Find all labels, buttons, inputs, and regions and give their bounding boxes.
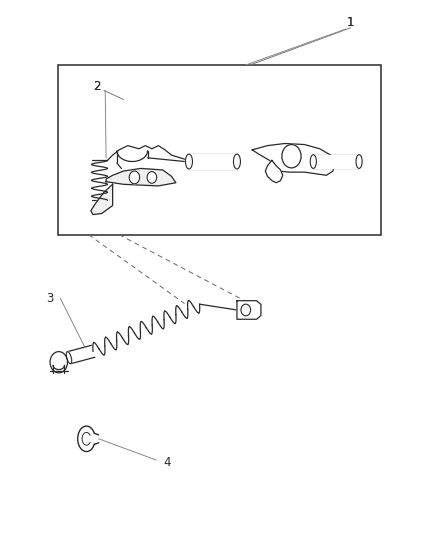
Polygon shape [91, 184, 113, 215]
Polygon shape [313, 155, 358, 168]
Ellipse shape [355, 155, 361, 168]
Ellipse shape [310, 155, 316, 168]
Text: 3: 3 [46, 292, 53, 305]
Text: 4: 4 [163, 456, 170, 469]
Text: 2: 2 [93, 80, 101, 93]
Circle shape [240, 304, 250, 316]
Circle shape [281, 144, 300, 168]
Polygon shape [106, 168, 176, 186]
Polygon shape [67, 345, 95, 364]
Polygon shape [237, 301, 260, 319]
Text: 1: 1 [346, 16, 353, 29]
Polygon shape [265, 160, 282, 183]
Polygon shape [252, 143, 334, 175]
Circle shape [147, 172, 156, 183]
Text: 1: 1 [346, 16, 353, 29]
Ellipse shape [66, 352, 71, 364]
Ellipse shape [185, 154, 192, 169]
Ellipse shape [233, 154, 240, 169]
Text: 2: 2 [93, 80, 101, 93]
Circle shape [129, 171, 139, 184]
Bar [58, 65, 380, 235]
Polygon shape [188, 154, 237, 169]
Circle shape [50, 352, 67, 373]
